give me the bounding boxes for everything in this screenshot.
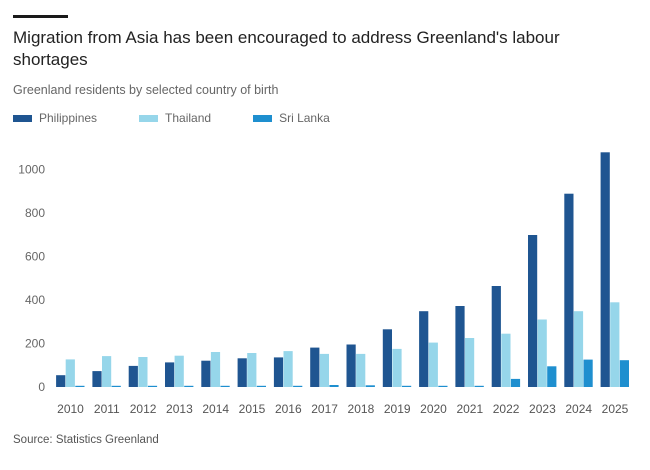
legend-item-philippines: Philippines <box>13 111 97 125</box>
chart-title: Migration from Asia has been encouraged … <box>13 28 560 69</box>
x-tick-label: 2020 <box>420 402 447 416</box>
bar-thailand-2014 <box>210 352 221 387</box>
legend-swatch <box>139 114 159 122</box>
legend-item-sri-lanka: Sri Lanka <box>253 111 330 125</box>
bar-sri-lanka-2012 <box>147 385 158 387</box>
bar-thailand-2017 <box>319 353 329 387</box>
bar-philippines-2020 <box>419 311 429 387</box>
bar-thailand-2018 <box>356 353 366 387</box>
bar-philippines-2013 <box>165 362 175 387</box>
bar-philippines-2014 <box>201 360 211 387</box>
x-tick-label: 2025 <box>602 402 629 416</box>
bar-philippines-2024 <box>564 193 574 387</box>
x-tick-label: 2019 <box>384 402 411 416</box>
bar-philippines-2011 <box>92 371 102 387</box>
bar-sri-lanka-2010 <box>75 385 85 387</box>
bar-sri-lanka-2015 <box>256 385 266 387</box>
bar-thailand-2024 <box>573 311 584 387</box>
bar-sri-lanka-2024 <box>583 359 593 387</box>
legend-label: Philippines <box>39 111 98 125</box>
header-rule <box>13 15 68 18</box>
x-tick-label: 2014 <box>202 402 229 416</box>
bar-philippines-2015 <box>237 358 247 387</box>
bar-thailand-2015 <box>247 353 257 387</box>
bar-sri-lanka-2022 <box>510 378 521 387</box>
bar-philippines-2025 <box>600 152 610 387</box>
y-tick-label: 400 <box>25 293 45 307</box>
bar-philippines-2022 <box>491 286 501 387</box>
x-tick-label: 2017 <box>311 402 338 416</box>
y-tick-label: 800 <box>25 206 45 220</box>
bar-thailand-2025 <box>610 302 620 387</box>
bar-thailand-2011 <box>102 356 112 387</box>
x-tick-label: 2018 <box>348 402 375 416</box>
bar-thailand-2020 <box>428 342 438 387</box>
bar-sri-lanka-2018 <box>365 385 375 387</box>
legend-swatch <box>13 114 32 122</box>
bar-sri-lanka-2020 <box>438 385 448 387</box>
bar-thailand-2023 <box>537 319 547 387</box>
x-tick-label: 2022 <box>493 402 520 416</box>
x-tick-label: 2012 <box>130 402 157 416</box>
bar-thailand-2019 <box>392 348 402 387</box>
legend-item-thailand: Thailand <box>139 111 211 125</box>
bar-thailand-2010 <box>65 359 75 387</box>
source-note: Source: Statistics Greenland <box>13 434 159 446</box>
legend-label: Thailand <box>165 111 212 125</box>
x-tick-label: 2013 <box>166 402 193 416</box>
y-tick-label: 1000 <box>18 162 45 176</box>
bar-thailand-2021 <box>465 338 475 387</box>
y-tick-label: 0 <box>38 380 45 394</box>
bar-sri-lanka-2014 <box>220 385 230 387</box>
bar-sri-lanka-2023 <box>547 366 557 387</box>
bar-thailand-2013 <box>174 355 184 387</box>
bar-sri-lanka-2016 <box>293 385 303 387</box>
x-tick-label: 2023 <box>529 402 556 416</box>
x-tick-label: 2011 <box>94 402 120 416</box>
bar-sri-lanka-2025 <box>619 360 629 387</box>
y-tick-label: 600 <box>25 249 45 263</box>
bar-philippines-2010 <box>56 375 66 387</box>
legend: Philippines Thailand Sri Lanka <box>13 111 372 125</box>
bar-philippines-2023 <box>528 235 538 387</box>
bar-sri-lanka-2011 <box>111 385 121 387</box>
bar-sri-lanka-2019 <box>402 385 412 387</box>
bar-sri-lanka-2021 <box>474 385 484 387</box>
legend-label: Sri Lanka <box>279 111 330 125</box>
bar-philippines-2019 <box>382 329 392 387</box>
x-tick-label: 2010 <box>57 402 84 416</box>
y-tick-label: 200 <box>25 336 45 350</box>
x-tick-label: 2024 <box>565 402 592 416</box>
bar-philippines-2017 <box>310 347 320 387</box>
bar-philippines-2012 <box>128 365 138 387</box>
x-tick-label: 2016 <box>275 402 302 416</box>
x-tick-label: 2021 <box>456 402 483 416</box>
bar-sri-lanka-2017 <box>329 385 339 387</box>
bar-sri-lanka-2013 <box>184 385 194 387</box>
x-tick-label: 2015 <box>239 402 266 416</box>
chart-subtitle: Greenland residents by selected country … <box>13 83 279 97</box>
bar-philippines-2021 <box>455 306 465 387</box>
bar-thailand-2022 <box>501 333 511 387</box>
bar-philippines-2018 <box>346 344 356 387</box>
bar-philippines-2016 <box>273 357 284 387</box>
bar-thailand-2016 <box>283 351 293 387</box>
bar-thailand-2012 <box>138 357 148 387</box>
legend-swatch <box>253 114 273 122</box>
